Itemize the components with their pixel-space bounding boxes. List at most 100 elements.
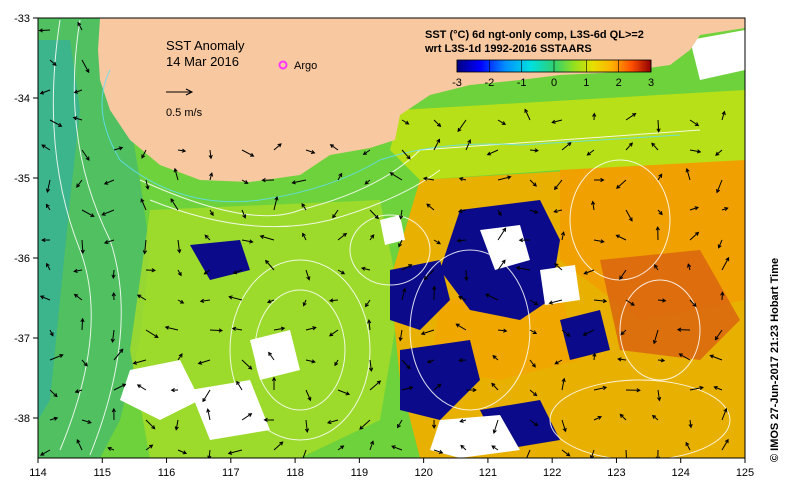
- current-vector-arrow: [326, 419, 339, 425]
- current-vector-arrow: [170, 387, 179, 393]
- current-vector-arrow: [456, 238, 467, 243]
- current-vector-arrow: [458, 177, 467, 182]
- colorbar-tick-label: -2: [484, 77, 494, 89]
- product-reference: wrt L3S-1d 1992-2016 SSTAARS: [424, 43, 592, 55]
- current-vector-arrow: [241, 179, 249, 184]
- current-vector-arrow: [401, 359, 411, 370]
- current-vector-arrow: [305, 326, 317, 331]
- current-vector-arrow: [145, 329, 159, 338]
- current-vector-arrow: [688, 419, 693, 429]
- current-vector-arrow: [657, 173, 663, 181]
- current-vector-arrow: [591, 200, 596, 211]
- current-vector-arrow: [548, 299, 563, 305]
- current-vector-arrow: [689, 149, 702, 154]
- current-vector-arrow: [111, 291, 116, 301]
- current-vector-arrow: [656, 119, 661, 133]
- current-vector-arrow: [302, 299, 307, 307]
- y-tick-label: -36: [14, 253, 30, 265]
- current-vector-arrow: [625, 388, 641, 393]
- current-vector-arrow: [651, 142, 659, 151]
- current-vector-arrow: [177, 299, 185, 304]
- current-vector-arrow: [593, 416, 603, 421]
- current-vector-arrow: [41, 144, 51, 151]
- credit-line: © IMOS 27-Jun-2017 21:23 Hobart Time: [769, 258, 781, 462]
- current-vector-arrow: [39, 89, 51, 95]
- current-vector-arrow: [74, 389, 83, 394]
- cold-patch-west: [190, 240, 250, 280]
- x-axis: 114 115 116 117 118 119 120 121 122 123 124 125: [29, 458, 754, 479]
- current-vector-arrow: [177, 239, 182, 254]
- current-vector-arrow: [625, 449, 627, 458]
- current-vector-arrow: [140, 198, 147, 211]
- current-vector-arrow: [401, 287, 407, 301]
- current-vector-arrow: [423, 269, 435, 281]
- y-tick-label: -34: [14, 93, 30, 105]
- current-vector-arrow: [364, 179, 371, 185]
- current-vector-arrow: [721, 256, 730, 271]
- colorbar-tick-label: 0: [551, 77, 557, 89]
- current-vector-arrow: [401, 264, 413, 271]
- scale-label: 0.5 m/s: [166, 107, 203, 119]
- current-vector-arrow: [590, 449, 595, 458]
- current-vector-arrow: [337, 232, 348, 241]
- current-vector-arrow: [717, 239, 723, 249]
- current-vector-arrow: [553, 179, 563, 191]
- current-vector-arrow: [49, 416, 59, 421]
- current-vector-arrow: [709, 354, 723, 361]
- current-vector-arrow: [241, 209, 247, 219]
- current-vector-arrow: [420, 329, 435, 336]
- x-tick-label: 119: [351, 467, 369, 479]
- current-vector-arrow: [716, 179, 723, 194]
- current-vector-arrow: [170, 198, 179, 211]
- current-vector-arrow: [401, 149, 411, 160]
- current-vector-arrow: [49, 354, 64, 361]
- current-vector-arrow: [337, 445, 345, 451]
- current-vector-arrow: [39, 449, 51, 456]
- current-vector-arrow: [46, 262, 51, 271]
- current-vector-arrow: [208, 149, 213, 160]
- current-vector-arrow: [561, 142, 572, 151]
- current-vector-arrow: [76, 438, 83, 451]
- current-vector-arrow: [273, 195, 279, 211]
- x-tick-label: 114: [29, 467, 47, 479]
- x-tick-label: 123: [607, 467, 625, 479]
- current-vector-arrow: [593, 385, 608, 391]
- current-vector-arrow: [39, 295, 51, 301]
- current-vector-arrow: [145, 268, 156, 273]
- current-vector-arrow: [145, 419, 156, 430]
- no-data-patch-8: [540, 265, 580, 305]
- current-vector-arrow: [616, 179, 627, 189]
- current-vector-arrow: [81, 59, 90, 74]
- sst-northeast-strip: [390, 90, 745, 180]
- current-vector-arrow: [561, 449, 571, 457]
- sea-level-contours: [52, 19, 731, 458]
- no-data-patch-3: [190, 380, 270, 440]
- current-vector-arrow: [337, 172, 343, 181]
- colorbar-ticks: -3 -2 -1 0 1 2 3: [452, 60, 654, 89]
- cold-patch-west-central: [390, 260, 450, 330]
- coastal-current-contour: [101, 69, 681, 203]
- current-vector-arrow: [685, 441, 691, 451]
- current-vector-arrow: [721, 110, 726, 121]
- current-vector-arrow: [305, 149, 316, 154]
- colorbar-tick-label: 2: [616, 77, 622, 89]
- current-vectors: [38, 21, 730, 458]
- current-vector-arrow: [209, 328, 224, 333]
- current-vector-arrow: [337, 389, 351, 396]
- current-vector-arrow: [433, 138, 441, 151]
- argo-legend-label: Argo: [294, 60, 317, 72]
- current-vector-arrow: [401, 386, 414, 391]
- argo-legend: Argo: [278, 60, 317, 72]
- current-vector-arrow: [586, 149, 595, 156]
- current-vector-arrow: [49, 119, 63, 127]
- current-vector-arrow: [466, 387, 477, 393]
- current-vector-arrow: [652, 329, 659, 345]
- current-vector-arrow: [328, 298, 339, 303]
- current-vector-arrow: [593, 298, 608, 304]
- x-tick-label: 115: [93, 467, 111, 479]
- current-vector-arrow: [657, 209, 663, 216]
- current-vector-arrow: [362, 149, 371, 156]
- current-vector-arrow: [491, 382, 499, 391]
- current-vector-arrow: [685, 167, 691, 181]
- current-vector-arrow: [524, 108, 531, 121]
